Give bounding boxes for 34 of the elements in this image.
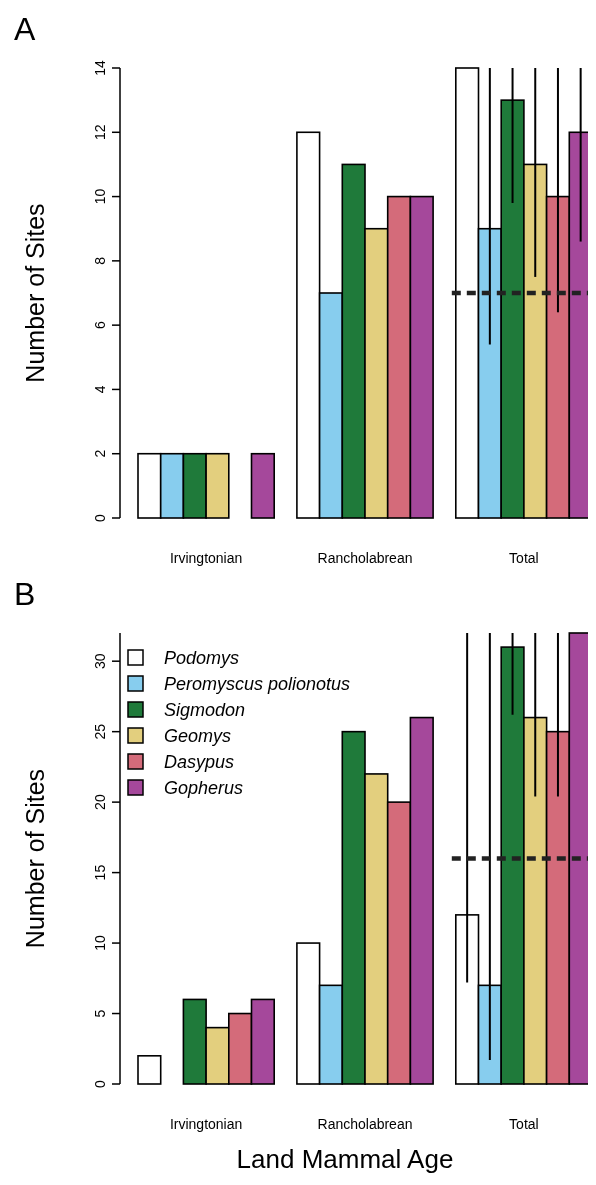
x-tick-label: Rancholabrean <box>317 550 413 566</box>
chart-title: B <box>14 576 36 612</box>
legend-label: Peromyscus polionotus <box>164 674 351 694</box>
y-tick-label: 10 <box>92 188 108 205</box>
x-tick-label: Total <box>509 1116 539 1132</box>
y-tick-label: 6 <box>92 321 108 330</box>
y-tick-label: 15 <box>92 864 108 881</box>
y-tick-label: 20 <box>92 794 108 810</box>
legend-label: Gopherus <box>164 778 244 798</box>
y-tick-label: 25 <box>92 723 108 740</box>
y-tick-label: 5 <box>92 1009 108 1018</box>
y-tick-label: 8 <box>92 256 108 265</box>
y-tick-label: 0 <box>92 1079 108 1088</box>
x-tick-label: Irvingtonian <box>169 1116 243 1132</box>
y-tick-label: 14 <box>92 60 108 76</box>
y-tick-label: 30 <box>92 653 108 669</box>
bar <box>250 452 275 519</box>
y-tick-label: 12 <box>92 124 108 141</box>
y-tick-label: 10 <box>92 935 108 951</box>
legend-label: Geomys <box>164 726 232 746</box>
y-tick-label: 2 <box>92 449 108 458</box>
x-tick-label: Irvingtonian <box>169 550 243 566</box>
legend-label: Sigmodon <box>164 700 246 720</box>
x-tick-label: Total <box>509 550 539 566</box>
x-axis-title: Land Mammal Age <box>236 1144 454 1174</box>
legend-label: Podomys <box>164 648 240 668</box>
x-tick-label: Rancholabrean <box>317 1116 413 1132</box>
bar <box>137 1055 162 1085</box>
chart-title: A <box>14 11 36 47</box>
legend-label: Dasypus <box>164 752 235 772</box>
y-axis-title: Number of Sites <box>21 203 49 383</box>
y-tick-label: 0 <box>92 513 108 522</box>
y-tick-label: 4 <box>92 385 108 394</box>
y-axis-title: Number of Sites <box>21 768 49 949</box>
